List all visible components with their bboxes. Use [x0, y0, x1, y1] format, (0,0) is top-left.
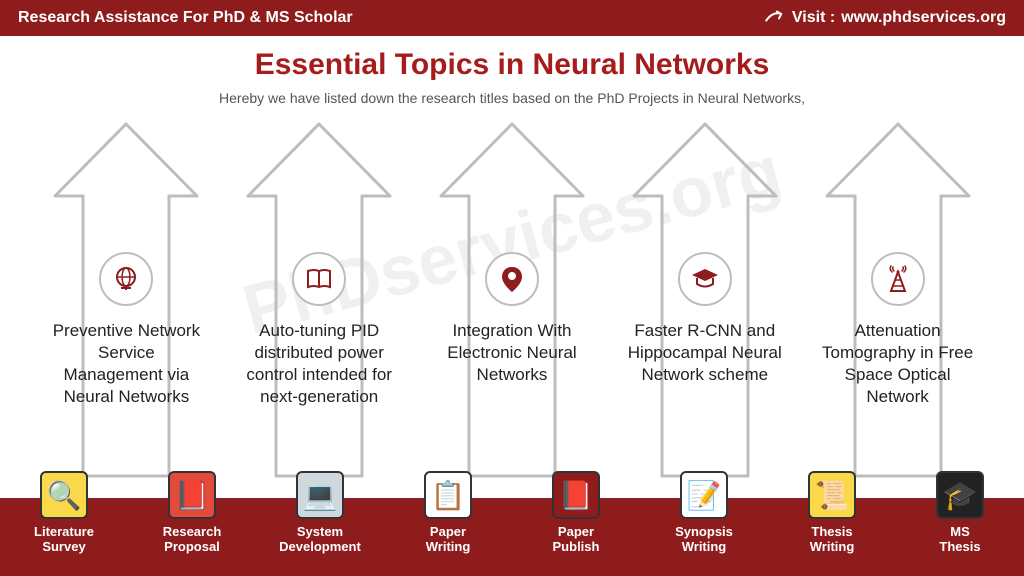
footer-label: LiteratureSurvey [34, 525, 94, 554]
topic-text: Integration With Electronic Neural Netwo… [432, 320, 592, 386]
footer-item[interactable]: 🔍 LiteratureSurvey [5, 489, 123, 570]
topics-row: Preventive Network Service Management vi… [0, 120, 1024, 480]
tower-icon [871, 252, 925, 306]
arrow-icon [762, 7, 787, 30]
footer-icon: 🎓 [936, 471, 984, 519]
topic-arrow: Attenuation Tomography in Free Space Opt… [813, 120, 983, 480]
topic-arrow: Faster R-CNN and Hippocampal Neural Netw… [620, 120, 790, 480]
footer-item[interactable]: 📋 PaperWriting [389, 489, 507, 570]
visit-label: Visit : [792, 9, 835, 27]
cap-icon [678, 252, 732, 306]
footer-icon: 📕 [168, 471, 216, 519]
footer-item[interactable]: 📝 SynopsisWriting [645, 489, 763, 570]
footer-label: MSThesis [939, 525, 980, 554]
page-subtitle: Hereby we have listed down the research … [0, 90, 1024, 106]
footer-item[interactable]: 📜 ThesisWriting [773, 489, 891, 570]
topic-text: Preventive Network Service Management vi… [46, 320, 206, 408]
footer-label: PaperWriting [426, 525, 471, 554]
footer-bar: 🔍 LiteratureSurvey 📕 ResearchProposal 💻 … [0, 498, 1024, 576]
topic-arrow: Auto-tuning PID distributed power contro… [234, 120, 404, 480]
footer-icon: 📜 [808, 471, 856, 519]
footer-icon: 🔍 [40, 471, 88, 519]
footer-icon: 📕 [552, 471, 600, 519]
footer-label: PaperPublish [553, 525, 600, 554]
topic-arrow: Preventive Network Service Management vi… [41, 120, 211, 480]
header-visit[interactable]: Visit : www.phdservices.org [764, 9, 1006, 28]
footer-label: ThesisWriting [810, 525, 855, 554]
footer-item[interactable]: 📕 PaperPublish [517, 489, 635, 570]
footer-icon: 📋 [424, 471, 472, 519]
topic-text: Attenuation Tomography in Free Space Opt… [818, 320, 978, 408]
footer-label: SynopsisWriting [675, 525, 733, 554]
pin-icon [485, 252, 539, 306]
topic-arrow: Integration With Electronic Neural Netwo… [427, 120, 597, 480]
footer-label: SystemDevelopment [279, 525, 361, 554]
footer-label: ResearchProposal [163, 525, 222, 554]
book-icon [292, 252, 346, 306]
globe-icon [99, 252, 153, 306]
footer-icon: 💻 [296, 471, 344, 519]
header-left: Research Assistance For PhD & MS Scholar [18, 9, 353, 27]
page-title: Essential Topics in Neural Networks [0, 48, 1024, 82]
footer-item[interactable]: 🎓 MSThesis [901, 489, 1019, 570]
topic-text: Faster R-CNN and Hippocampal Neural Netw… [625, 320, 785, 386]
footer-icon: 📝 [680, 471, 728, 519]
header-bar: Research Assistance For PhD & MS Scholar… [0, 0, 1024, 36]
footer-item[interactable]: 💻 SystemDevelopment [261, 489, 379, 570]
visit-url: www.phdservices.org [841, 9, 1006, 27]
footer-item[interactable]: 📕 ResearchProposal [133, 489, 251, 570]
topic-text: Auto-tuning PID distributed power contro… [239, 320, 399, 408]
